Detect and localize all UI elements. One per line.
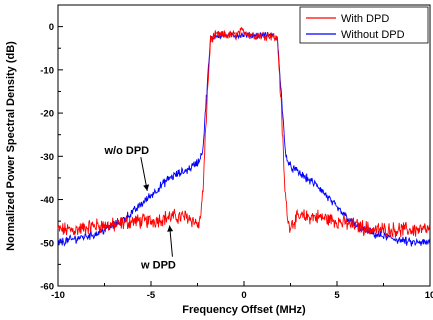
y-tick-label: 0: [49, 22, 54, 33]
annotation-arrowhead-0: [143, 184, 150, 191]
legend: With DPD Without DPD: [299, 6, 429, 44]
x-tick-label: 5: [334, 290, 340, 301]
annotations: w/o DPD w DPD: [104, 145, 176, 272]
annotation-label-1: w DPD: [140, 260, 176, 272]
y-axis-title: Normalized Power Spectral Density (dB): [5, 41, 17, 251]
series-line-0: [57, 26, 431, 239]
x-tick-label: 0: [241, 290, 246, 301]
y-tick-label: -10: [40, 65, 54, 76]
x-tick-label: 10: [425, 290, 433, 301]
axis-ticks: -10 -5 0 5 100-10-20-30-40-50-60: [40, 22, 433, 301]
y-tick-label: -30: [40, 152, 54, 163]
y-tick-label: -60: [40, 282, 54, 293]
annotation-arrowhead-1: [167, 225, 174, 232]
x-tick-label: -5: [147, 290, 156, 301]
annotation-label-0: w/o DPD: [104, 145, 150, 157]
legend-label-without-dpd: Without DPD: [341, 29, 405, 41]
y-tick-label: -50: [40, 238, 54, 249]
y-tick-label: -20: [40, 109, 54, 120]
series-lines: [57, 26, 431, 247]
x-axis-title: Frequency Offset (MHz): [182, 304, 306, 316]
x-tick-label: -10: [51, 290, 65, 301]
y-tick-label: -40: [40, 195, 54, 206]
legend-label-with-dpd: With DPD: [341, 13, 389, 25]
series-line-1: [57, 30, 431, 247]
legend-box: [299, 6, 429, 44]
